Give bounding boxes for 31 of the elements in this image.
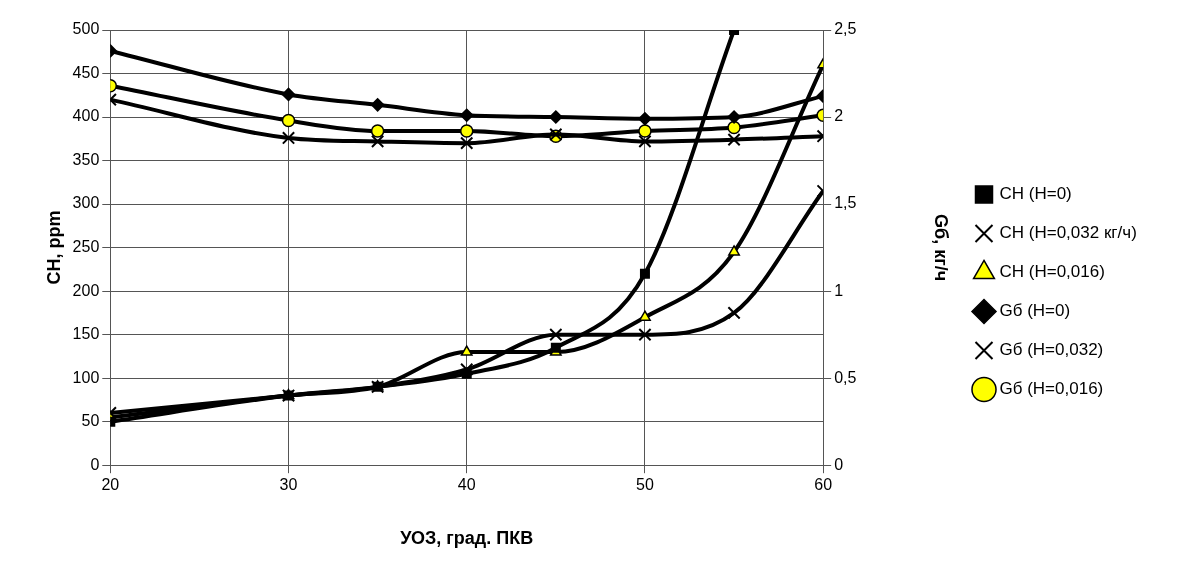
y-tick-label: 100 [72, 368, 100, 386]
x-tick-label: 20 [101, 476, 120, 494]
y-tick-label: 350 [72, 150, 100, 168]
y-tick-label: 400 [72, 107, 100, 125]
legend-label: CH (H=0,016) [999, 262, 1105, 282]
x-tick-label: 50 [636, 476, 654, 494]
y-tick-label: 150 [72, 325, 100, 343]
y2-tick-label: 2,5 [834, 20, 857, 38]
y2-tick-label: 1,5 [834, 194, 857, 212]
legend-label: Gб (H=0,016) [999, 379, 1104, 399]
y2-tick-label: 0 [834, 455, 844, 473]
y-axis-title: CH, ppm [43, 210, 64, 285]
legend-label: CH (H=0,032 кг/ч) [999, 223, 1137, 243]
x-axis-title: УОЗ, град. ПКВ [400, 528, 534, 549]
x-tick-label: 60 [814, 476, 833, 494]
legend-label: CH (H=0) [999, 184, 1072, 204]
y2-tick-label: 2 [834, 107, 844, 125]
y-tick-label: 0 [90, 455, 100, 473]
legend-label: Gб (H=0) [999, 301, 1071, 321]
y-tick-label: 450 [72, 63, 100, 81]
y-tick-label: 200 [72, 281, 100, 299]
y-tick-label: 500 [72, 20, 100, 38]
y-tick-label: 300 [72, 194, 100, 212]
legend-label: Gб (H=0,032) [999, 340, 1104, 360]
x-tick-label: 40 [457, 476, 476, 494]
y-tick-label: 50 [81, 412, 100, 430]
y2-tick-label: 1 [834, 281, 844, 299]
y-tick-label: 250 [72, 238, 100, 256]
x-tick-label: 30 [279, 476, 298, 494]
y2-axis-title: Gб, кг/ч [931, 214, 952, 282]
y2-tick-label: 0,5 [834, 368, 857, 386]
